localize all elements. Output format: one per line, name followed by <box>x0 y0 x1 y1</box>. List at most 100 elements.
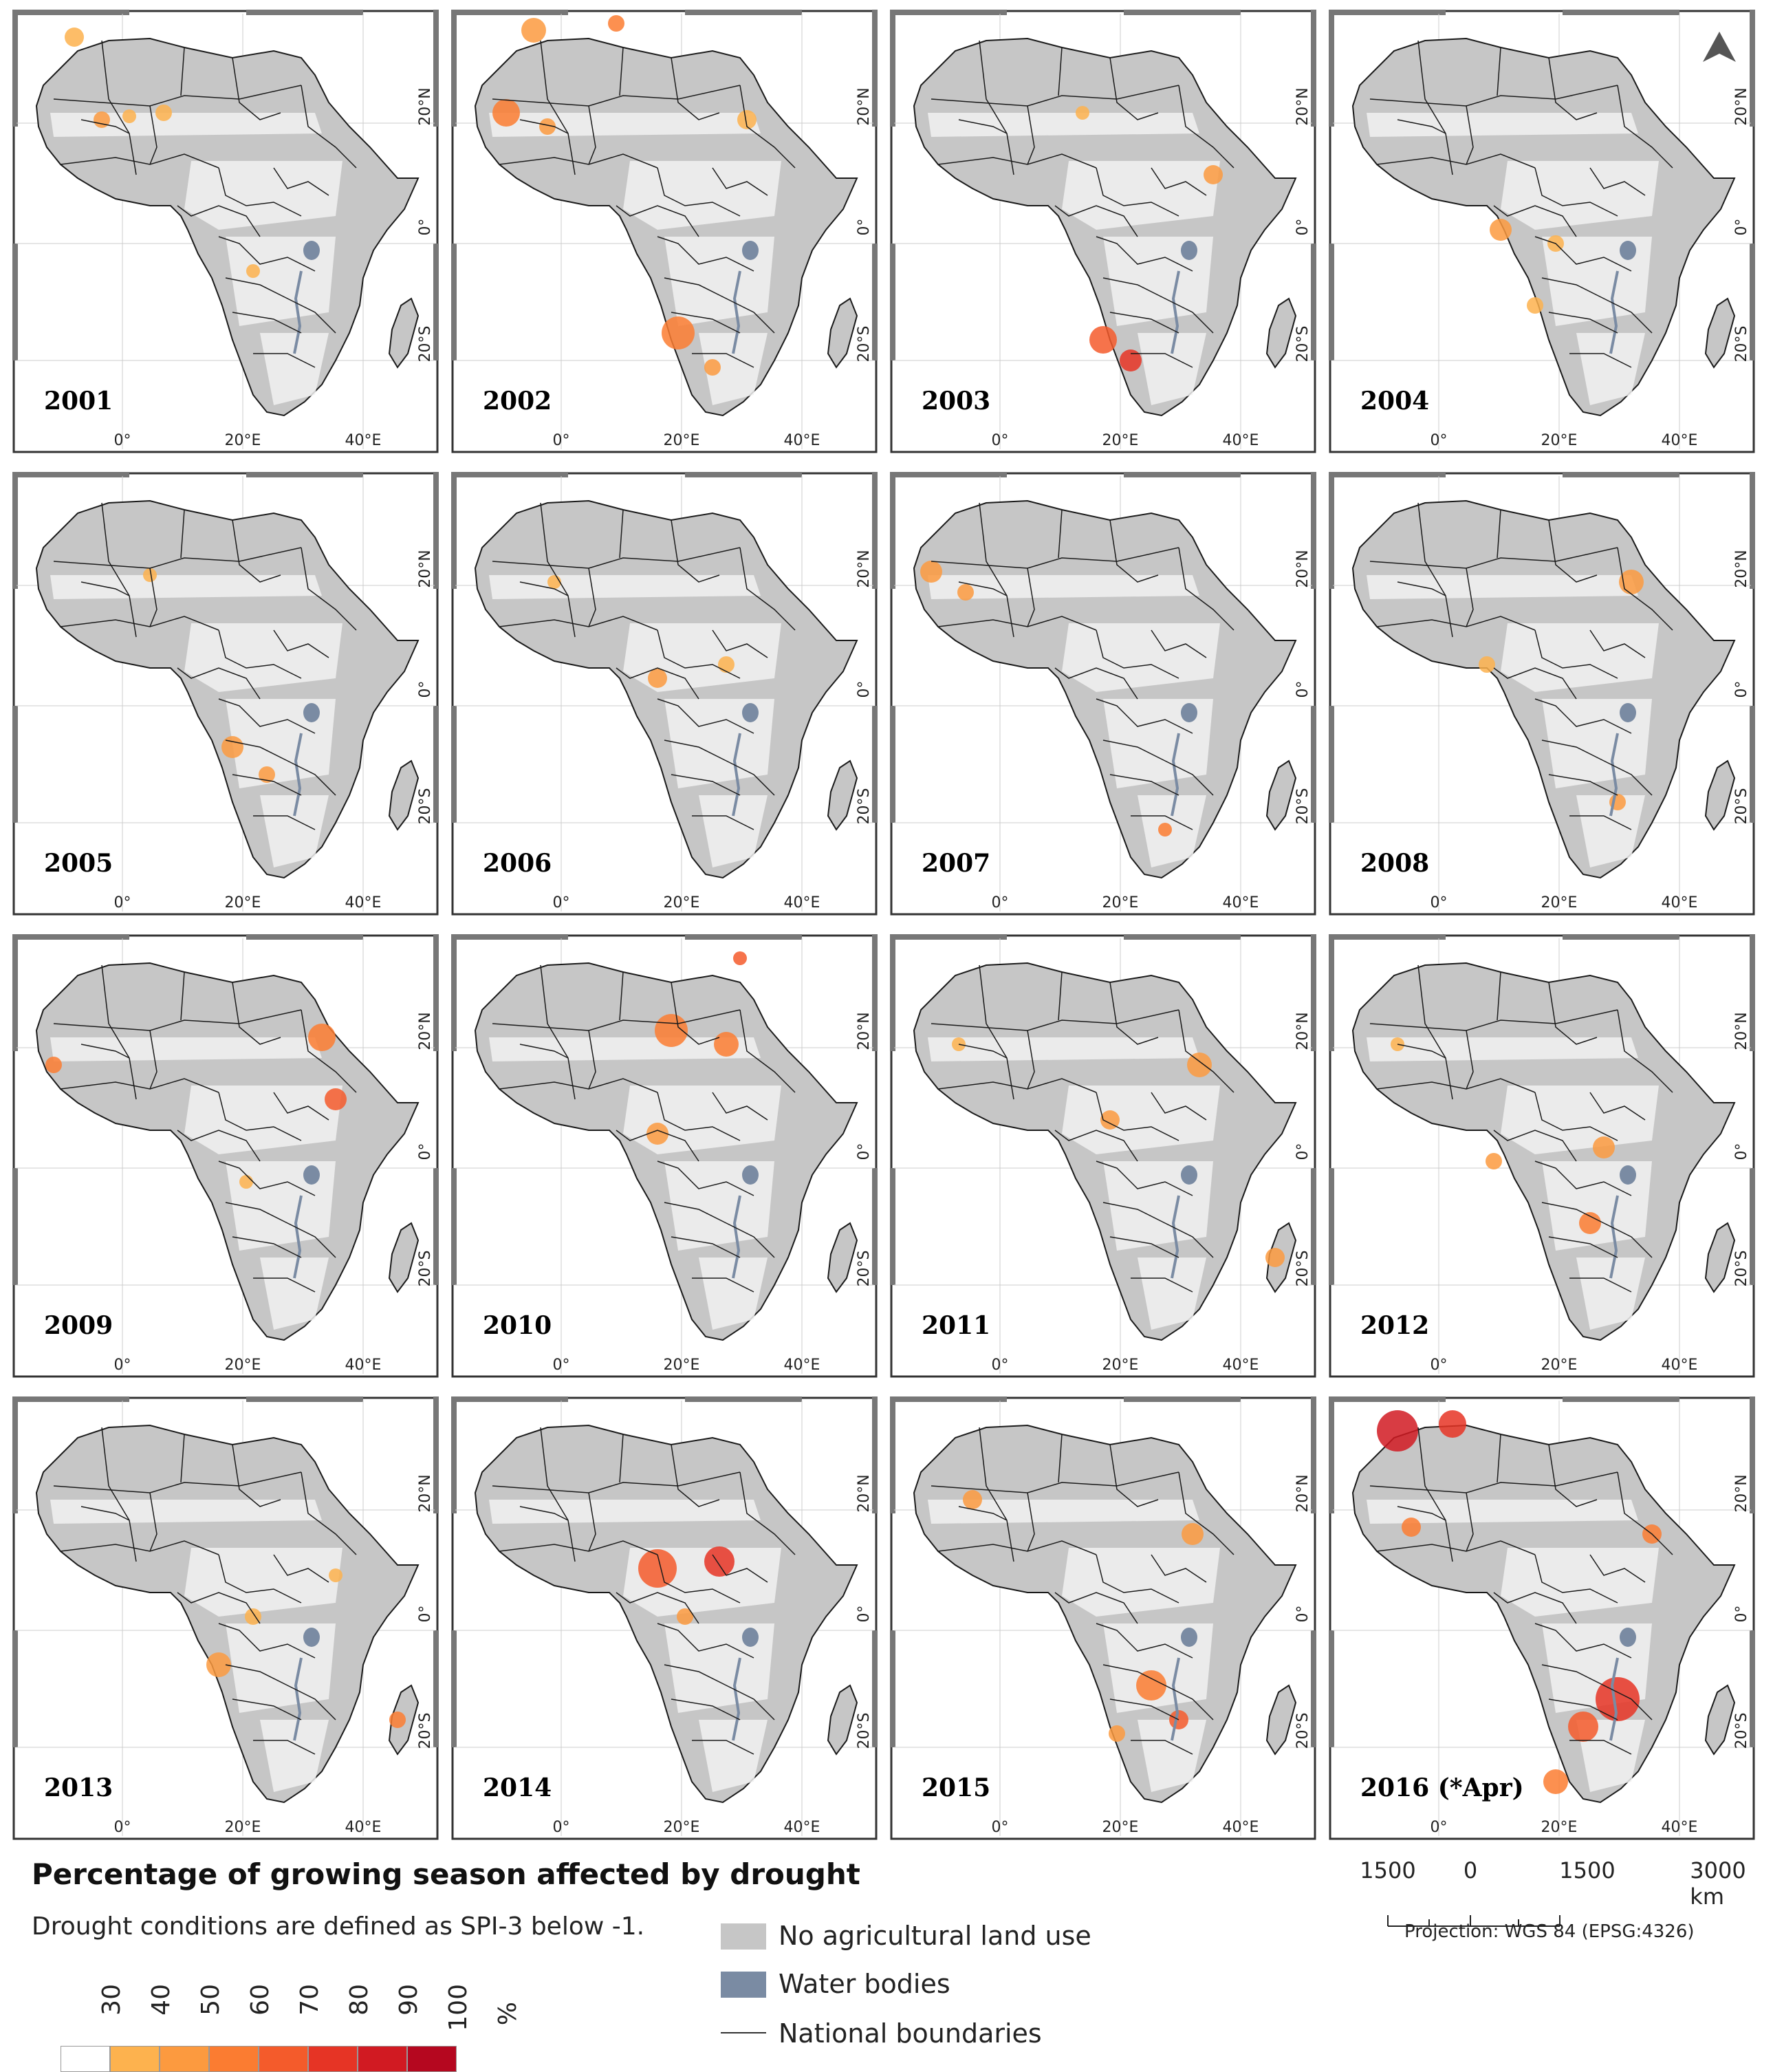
map-canvas <box>451 472 878 916</box>
drought-hotspot <box>1527 297 1543 314</box>
year-label: 2010 <box>483 1311 552 1340</box>
frame-tick <box>246 10 363 15</box>
national-boundary <box>149 568 157 627</box>
national-boundary <box>218 1092 302 1141</box>
national-boundary <box>692 353 754 368</box>
boundary-label: National boundaries <box>779 2018 1042 2049</box>
national-boundary <box>619 1434 624 1483</box>
national-boundary <box>1096 629 1179 679</box>
map-panel-2015: 2015 0° 20°E 40°E 20°N 0° 20°S <box>890 1396 1316 1840</box>
latitude-label: 20°S <box>856 325 873 363</box>
frame-tick <box>12 10 129 15</box>
national-boundary <box>1151 629 1207 658</box>
national-boundary <box>657 629 741 679</box>
latitude-label: 20°N <box>1294 1474 1312 1513</box>
agricultural-area <box>489 1037 761 1061</box>
frame-tick <box>1311 10 1316 127</box>
frame-tick <box>890 10 895 127</box>
longitude-label: 20°E <box>1102 1357 1139 1374</box>
agricultural-area <box>50 113 322 137</box>
agricultural-area <box>50 575 322 599</box>
national-boundary <box>1151 1554 1207 1583</box>
water-swatch <box>721 1972 766 1998</box>
national-boundary <box>492 85 741 107</box>
longitude-label: 40°E <box>345 432 382 449</box>
national-boundary <box>492 1471 741 1493</box>
agricultural-area <box>928 113 1199 137</box>
madagascar <box>388 759 420 831</box>
national-boundary <box>671 312 741 334</box>
national-boundary <box>1109 312 1179 334</box>
year-label: 2011 <box>922 1311 991 1340</box>
national-boundary <box>1497 1434 1501 1483</box>
longitude-label: 20°E <box>1102 1819 1139 1836</box>
national-boundary <box>1617 85 1673 169</box>
national-boundary <box>1397 581 1446 596</box>
national-boundary <box>1417 502 1453 638</box>
year-label: 2006 <box>483 849 552 878</box>
drought-hotspot <box>259 766 275 783</box>
drought-hotspot <box>221 736 243 758</box>
national-boundary <box>692 1277 754 1293</box>
drought-hotspot <box>1182 1523 1204 1545</box>
national-boundary <box>657 1623 754 1659</box>
frame-tick <box>433 472 439 589</box>
national-boundary <box>692 1740 754 1755</box>
latitude-label: 0° <box>1733 1605 1750 1623</box>
lake-victoria <box>1181 703 1197 722</box>
madagascar <box>388 1222 420 1293</box>
drought-hotspot <box>1100 1110 1120 1130</box>
frame-tick <box>1124 1396 1241 1402</box>
agricultural-area <box>699 795 768 867</box>
frame-tick <box>872 1396 878 1513</box>
map-canvas <box>1329 1396 1755 1840</box>
lake-victoria <box>303 1628 320 1647</box>
national-boundary <box>1534 698 1632 734</box>
national-boundary <box>225 1202 336 1258</box>
latitude-label: 20°S <box>1294 1712 1312 1749</box>
latitude-label: 0° <box>1733 680 1750 698</box>
latitude-label: 20°N <box>417 550 434 588</box>
drought-hotspot <box>1579 1212 1601 1234</box>
no-agri-label: No agricultural land use <box>779 1921 1091 1951</box>
longitude-label: 0° <box>113 1819 131 1836</box>
national-boundary <box>180 1434 185 1483</box>
drought-hotspot <box>1593 1136 1615 1158</box>
national-boundary <box>739 1009 796 1093</box>
national-boundary <box>1058 47 1063 96</box>
national-boundary <box>1466 1492 1474 1552</box>
drought-hotspot <box>492 99 520 127</box>
longitude-label: 20°E <box>224 894 261 911</box>
map-canvas <box>12 934 439 1378</box>
latitude-label: 20°N <box>417 87 434 126</box>
lake-tanganyika <box>732 733 741 817</box>
map-canvas <box>1329 934 1755 1378</box>
agricultural-area <box>1501 1086 1659 1154</box>
national-boundary <box>958 581 1008 596</box>
latitude-label: 20°N <box>856 1012 873 1050</box>
drought-hotspot <box>65 28 84 47</box>
agricultural-area <box>1367 575 1638 599</box>
agricultural-area <box>1501 161 1659 230</box>
drought-hotspot <box>1187 1053 1212 1077</box>
longitude-label: 20°E <box>663 894 700 911</box>
national-boundary <box>1534 1161 1632 1196</box>
national-boundary <box>218 236 316 272</box>
agricultural-area <box>1576 1720 1645 1792</box>
agricultural-area <box>1367 1500 1638 1524</box>
frame-tick <box>1329 1396 1446 1402</box>
map-canvas <box>890 1396 1316 1840</box>
map-panel-2009: 2009 0° 20°E 40°E 20°N 0° 20°S <box>12 934 439 1378</box>
latitude-label: 0° <box>856 1143 873 1161</box>
agricultural-area <box>699 1258 768 1330</box>
frame-tick <box>685 10 802 15</box>
drought-hotspot <box>677 1608 693 1625</box>
national-boundary <box>80 581 130 596</box>
longitude-label: 20°E <box>663 432 700 449</box>
lake-victoria <box>303 703 320 722</box>
national-boundary <box>1534 1623 1632 1659</box>
lake-tanganyika <box>1171 1657 1180 1741</box>
longitude-label: 40°E <box>1222 1357 1259 1374</box>
latitude-label: 0° <box>417 680 434 698</box>
longitude-label: 40°E <box>783 894 820 911</box>
